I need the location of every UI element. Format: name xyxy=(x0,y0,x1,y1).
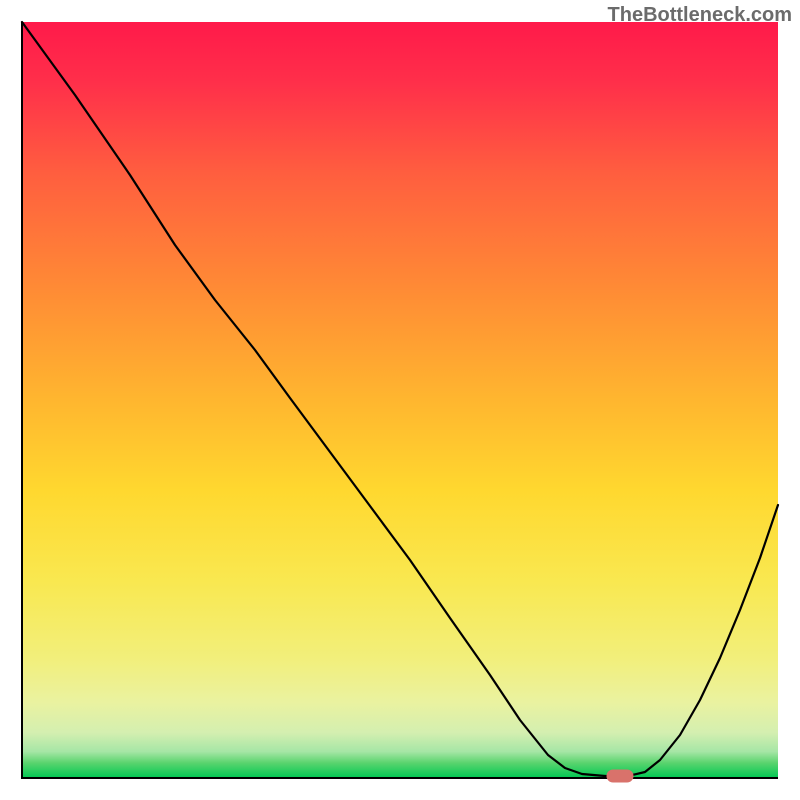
chart-svg xyxy=(0,0,800,800)
bottleneck-chart xyxy=(0,0,800,800)
site-watermark: TheBottleneck.com xyxy=(608,4,792,27)
optimal-marker xyxy=(607,770,633,782)
plot-background xyxy=(22,22,778,778)
